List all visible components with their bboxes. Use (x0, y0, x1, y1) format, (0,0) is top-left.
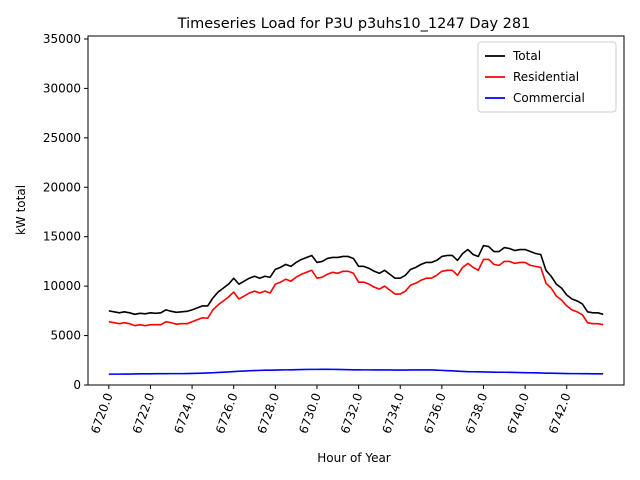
series-line-commercial (108, 368, 604, 375)
legend-label-commercial: Commercial (513, 91, 585, 105)
legend-label-residential: Residential (513, 70, 579, 84)
y-tick-label: 30000 (43, 81, 81, 95)
legend-box (477, 41, 617, 113)
axes-frame (87, 35, 625, 386)
y-tick-label: 10000 (43, 279, 81, 293)
chart-title: Timeseries Load for P3U p3uhs10_1247 Day… (177, 16, 531, 32)
y-tick-label: 35000 (43, 32, 81, 46)
legend: Total Residential Commercial (477, 41, 617, 113)
y-axis: 0 5000 10000 15000 20000 25000 30000 35000 (43, 32, 88, 392)
y-tick-label: 25000 (43, 131, 81, 145)
legend-label-total: Total (512, 49, 541, 63)
y-tick-label: 15000 (43, 230, 81, 244)
y-axis-label: kW total (14, 185, 28, 235)
y-tick-label: 5000 (50, 329, 81, 343)
x-axis-label: Hour of Year (317, 451, 391, 465)
series-line-total (108, 244, 604, 316)
series-line-residential (108, 258, 604, 327)
y-tick-label: 20000 (43, 180, 81, 194)
y-tick-label: 0 (73, 378, 81, 392)
series-lines (108, 244, 604, 375)
